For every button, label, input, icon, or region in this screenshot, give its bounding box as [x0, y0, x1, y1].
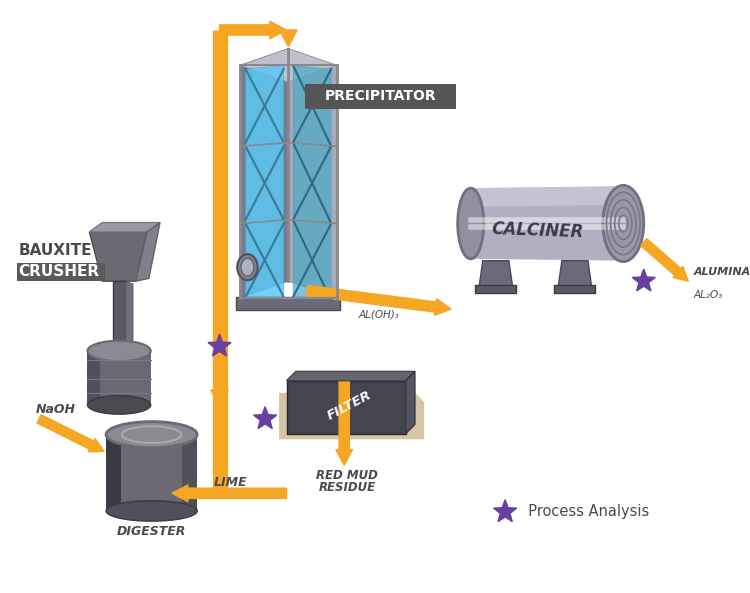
Polygon shape — [254, 407, 277, 429]
Polygon shape — [640, 238, 688, 281]
Bar — [182, 435, 197, 511]
Polygon shape — [136, 222, 160, 281]
Ellipse shape — [237, 254, 258, 280]
Polygon shape — [220, 21, 286, 39]
Polygon shape — [336, 379, 352, 466]
Polygon shape — [245, 220, 284, 301]
Bar — [88, 351, 151, 405]
Polygon shape — [293, 65, 332, 146]
Bar — [88, 351, 100, 405]
Bar — [112, 281, 125, 351]
Bar — [106, 435, 197, 511]
Polygon shape — [172, 485, 286, 502]
Bar — [236, 297, 340, 310]
FancyBboxPatch shape — [16, 263, 105, 281]
Polygon shape — [89, 222, 160, 232]
Ellipse shape — [241, 259, 254, 276]
Bar — [476, 285, 516, 294]
Ellipse shape — [106, 422, 197, 448]
Text: AL(OH)₃: AL(OH)₃ — [358, 309, 399, 319]
Polygon shape — [245, 65, 284, 146]
Polygon shape — [632, 269, 656, 291]
Polygon shape — [293, 142, 332, 224]
Ellipse shape — [88, 341, 151, 361]
Polygon shape — [280, 30, 297, 47]
FancyBboxPatch shape — [305, 84, 456, 109]
Ellipse shape — [458, 188, 484, 259]
Text: FILTER: FILTER — [326, 389, 374, 423]
Bar — [106, 435, 121, 511]
Text: PRECIPITATOR: PRECIPITATOR — [325, 90, 436, 104]
Bar — [554, 285, 596, 294]
Text: AL₂O₃: AL₂O₃ — [694, 289, 723, 299]
Polygon shape — [211, 346, 229, 407]
Polygon shape — [240, 49, 289, 298]
Text: CALCINER: CALCINER — [491, 221, 584, 241]
Polygon shape — [293, 220, 332, 301]
Polygon shape — [245, 142, 284, 224]
Polygon shape — [479, 261, 512, 287]
Text: DIGESTER: DIGESTER — [117, 525, 186, 538]
Polygon shape — [471, 186, 623, 261]
Polygon shape — [286, 371, 415, 381]
Ellipse shape — [88, 396, 151, 414]
Polygon shape — [471, 186, 623, 207]
Ellipse shape — [603, 186, 644, 262]
Polygon shape — [240, 49, 337, 82]
Text: BAUXITE: BAUXITE — [19, 243, 92, 258]
Text: CRUSHER: CRUSHER — [19, 264, 100, 279]
Polygon shape — [289, 49, 337, 298]
Polygon shape — [89, 232, 147, 281]
Text: RED MUD: RED MUD — [316, 469, 378, 482]
Ellipse shape — [106, 500, 197, 521]
Polygon shape — [279, 393, 424, 439]
Polygon shape — [286, 381, 406, 433]
Polygon shape — [406, 371, 415, 433]
Polygon shape — [208, 334, 231, 356]
Text: ALUMINA: ALUMINA — [694, 267, 750, 278]
Polygon shape — [494, 500, 517, 522]
Polygon shape — [125, 281, 133, 353]
Text: RESIDUE: RESIDUE — [319, 481, 376, 494]
Text: Process Analysis: Process Analysis — [519, 505, 650, 519]
Text: LIME: LIME — [214, 476, 248, 489]
Polygon shape — [306, 285, 452, 315]
Polygon shape — [37, 415, 104, 452]
Polygon shape — [558, 261, 592, 287]
Text: NaOH: NaOH — [35, 403, 75, 416]
